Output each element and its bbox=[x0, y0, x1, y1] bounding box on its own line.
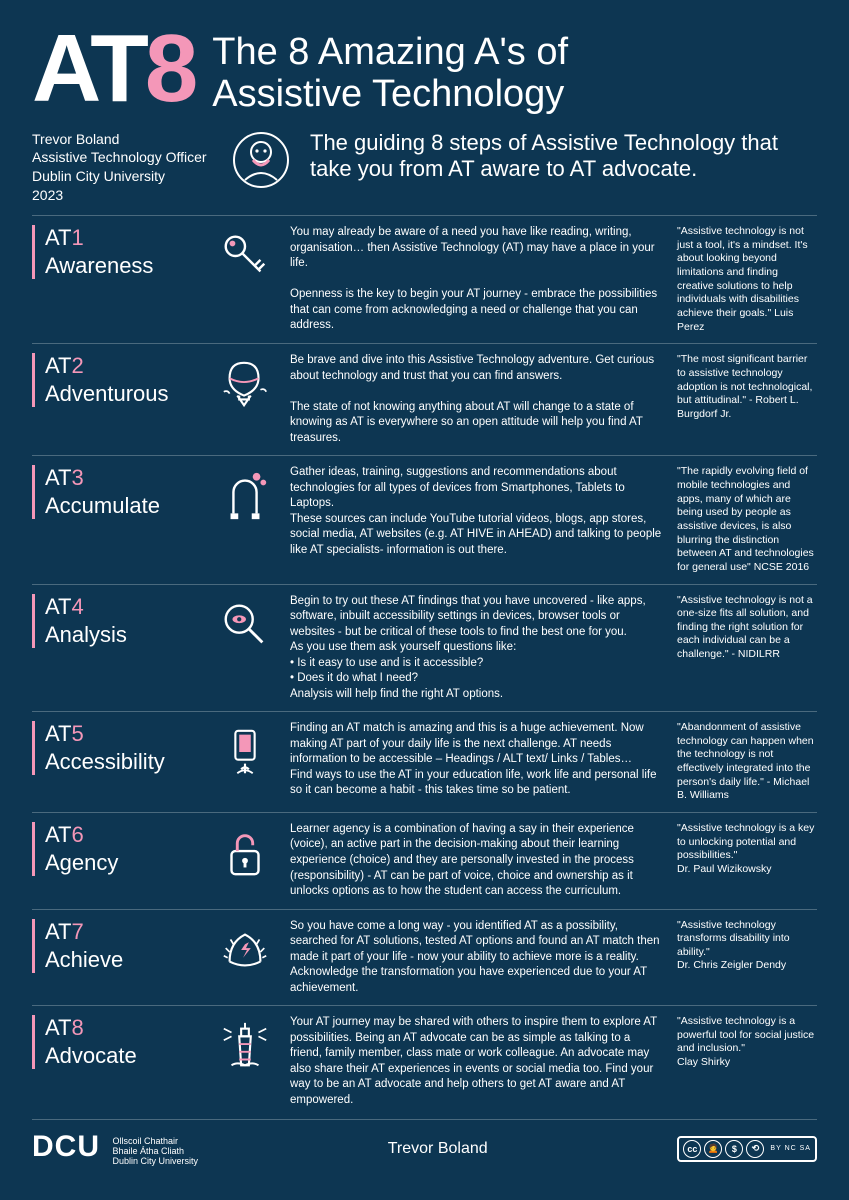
footer-author: Trevor Boland bbox=[388, 1140, 488, 1158]
step-quote: "Assistive technology is a key to unlock… bbox=[677, 822, 817, 877]
step-row-8: AT8Advocate Your AT journey may be shared… bbox=[32, 1005, 817, 1117]
step-code: AT7 bbox=[45, 919, 200, 945]
step-body: Learner agency is a combination of havin… bbox=[290, 822, 663, 900]
cc-icon: cc bbox=[683, 1140, 701, 1158]
key-icon bbox=[214, 225, 276, 283]
nc-icon: $ bbox=[725, 1140, 743, 1158]
touch-icon bbox=[214, 721, 276, 779]
step-row-5: AT5Accessibility Finding an AT match is a… bbox=[32, 711, 817, 812]
step-row-4: AT4Analysis Begin to try out these AT fin… bbox=[32, 584, 817, 712]
logo: AT 8 bbox=[32, 28, 194, 110]
magnet-icon bbox=[214, 465, 276, 523]
step-body: Your AT journey may be shared with other… bbox=[290, 1015, 663, 1108]
page-title: The 8 Amazing A's of Assistive Technolog… bbox=[212, 28, 817, 116]
step-code: AT3 bbox=[45, 465, 200, 491]
step-number: 3 bbox=[71, 465, 83, 490]
step-name: Adventurous bbox=[45, 381, 200, 407]
step-label: AT4Analysis bbox=[32, 594, 200, 648]
step-body: Be brave and dive into this Assistive Te… bbox=[290, 353, 663, 446]
step-number: 1 bbox=[71, 225, 83, 250]
step-number: 2 bbox=[71, 353, 83, 378]
logo-prefix: AT bbox=[32, 28, 145, 110]
step-name: Accumulate bbox=[45, 493, 200, 519]
step-row-1: AT1Awareness You may already be aware of … bbox=[32, 215, 817, 343]
by-icon: 🙍 bbox=[704, 1140, 722, 1158]
step-quote: "Assistive technology is not a one-size … bbox=[677, 594, 817, 662]
cc-license-badge: cc 🙍 $ ⟲ BY NC SA bbox=[677, 1136, 817, 1162]
lighthouse-icon bbox=[214, 1015, 276, 1073]
step-number: 6 bbox=[71, 822, 83, 847]
step-name: Achieve bbox=[45, 947, 200, 973]
steps-list: AT1Awareness You may already be aware of … bbox=[32, 215, 817, 1117]
step-label: AT7Achieve bbox=[32, 919, 200, 973]
logo-number: 8 bbox=[145, 28, 194, 110]
avatar-icon bbox=[231, 130, 291, 190]
intro-text: The guiding 8 steps of Assistive Technol… bbox=[310, 130, 817, 183]
step-label: AT1Awareness bbox=[32, 225, 200, 279]
step-name: Accessibility bbox=[45, 749, 200, 775]
dcu-subtitle: Ollscoil Chathair Bhaile Átha Cliath Dub… bbox=[112, 1137, 198, 1167]
step-body: You may already be aware of a need you h… bbox=[290, 225, 663, 334]
step-label: AT3Accumulate bbox=[32, 465, 200, 519]
step-code: AT6 bbox=[45, 822, 200, 848]
step-name: Agency bbox=[45, 850, 200, 876]
dcu-block: DCU Ollscoil Chathair Bhaile Átha Cliath… bbox=[32, 1130, 198, 1167]
step-code: AT8 bbox=[45, 1015, 200, 1041]
cc-tags: BY NC SA bbox=[770, 1145, 811, 1152]
laurel-icon bbox=[214, 919, 276, 977]
balloon-icon bbox=[214, 353, 276, 411]
step-code: AT2 bbox=[45, 353, 200, 379]
step-label: AT5Accessibility bbox=[32, 721, 200, 775]
lock-icon bbox=[214, 822, 276, 880]
byline-org: Dublin City University bbox=[32, 167, 212, 186]
byline-role: Assistive Technology Officer bbox=[32, 148, 212, 167]
step-body: So you have come a long way - you identi… bbox=[290, 919, 663, 997]
step-number: 7 bbox=[71, 919, 83, 944]
step-name: Awareness bbox=[45, 253, 200, 279]
step-quote: "Abandonment of assistive technology can… bbox=[677, 721, 817, 803]
step-name: Analysis bbox=[45, 622, 200, 648]
dcu-logo: DCU bbox=[32, 1130, 100, 1163]
step-number: 8 bbox=[71, 1015, 83, 1040]
sa-icon: ⟲ bbox=[746, 1140, 764, 1158]
step-row-2: AT2Adventurous Be brave and dive into thi… bbox=[32, 343, 817, 455]
byline-name: Trevor Boland bbox=[32, 130, 212, 149]
step-number: 5 bbox=[71, 721, 83, 746]
step-quote: "Assistive technology transforms disabil… bbox=[677, 919, 817, 974]
step-code: AT5 bbox=[45, 721, 200, 747]
step-row-3: AT3Accumulate Gather ideas, training, sug… bbox=[32, 455, 817, 583]
avatar bbox=[230, 130, 292, 190]
footer: DCU Ollscoil Chathair Bhaile Átha Cliath… bbox=[32, 1119, 817, 1167]
step-code: AT1 bbox=[45, 225, 200, 251]
step-label: AT8Advocate bbox=[32, 1015, 200, 1069]
step-label: AT6Agency bbox=[32, 822, 200, 876]
step-quote: "The most significant barrier to assisti… bbox=[677, 353, 817, 421]
step-row-6: AT6Agency Learner agency is a combination… bbox=[32, 812, 817, 909]
step-row-7: AT7Achieve So you have come a long way - … bbox=[32, 909, 817, 1006]
byline: Trevor Boland Assistive Technology Offic… bbox=[32, 130, 212, 206]
step-quote: "The rapidly evolving field of mobile te… bbox=[677, 465, 817, 574]
step-quote: "Assistive technology is not just a tool… bbox=[677, 225, 817, 334]
step-body: Begin to try out these AT findings that … bbox=[290, 594, 663, 703]
step-label: AT2Adventurous bbox=[32, 353, 200, 407]
step-name: Advocate bbox=[45, 1043, 200, 1069]
step-body: Finding an AT match is amazing and this … bbox=[290, 721, 663, 799]
header: AT 8 The 8 Amazing A's of Assistive Tech… bbox=[32, 28, 817, 116]
meta-row: Trevor Boland Assistive Technology Offic… bbox=[32, 130, 817, 206]
step-number: 4 bbox=[71, 594, 83, 619]
step-body: Gather ideas, training, suggestions and … bbox=[290, 465, 663, 558]
byline-year: 2023 bbox=[32, 186, 212, 205]
step-quote: "Assistive technology is a powerful tool… bbox=[677, 1015, 817, 1070]
step-code: AT4 bbox=[45, 594, 200, 620]
magnify-icon bbox=[214, 594, 276, 652]
